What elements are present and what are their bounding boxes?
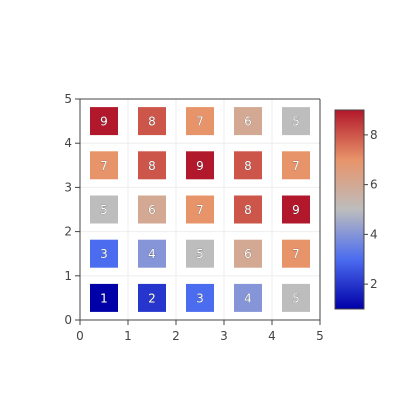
heatmap-cell	[234, 283, 262, 312]
cell-value-label: 9	[292, 203, 300, 217]
cell-value-label: 6	[244, 247, 252, 261]
heatmap-cell	[138, 107, 166, 136]
heatmap-cell	[138, 195, 166, 224]
heatmap-cell	[234, 151, 262, 180]
heatmap-cell	[186, 239, 214, 268]
y-tick-label: 3	[64, 180, 72, 194]
cell-value-label: 8	[244, 159, 252, 173]
cell-value-label: 7	[196, 115, 204, 129]
heatmap-cell	[186, 283, 214, 312]
cell-value-label: 8	[148, 159, 156, 173]
heatmap-cell	[90, 195, 118, 224]
cell-value-label: 2	[148, 291, 156, 305]
heatmap-cell	[234, 107, 262, 136]
heatmap-cell	[282, 283, 310, 312]
colorbar-tick-label: 6	[370, 178, 378, 192]
heatmap-cell	[282, 239, 310, 268]
heatmap-cell	[186, 151, 214, 180]
x-tick-label: 2	[172, 329, 180, 343]
heatmap-cell	[282, 107, 310, 136]
cell-value-label: 8	[244, 203, 252, 217]
colorbar	[334, 109, 365, 310]
heatmap-cell	[138, 151, 166, 180]
cell-value-label: 9	[196, 159, 204, 173]
heatmap-cell	[138, 283, 166, 312]
cell-value-label: 7	[196, 203, 204, 217]
y-tick-label: 0	[64, 313, 72, 327]
heatmap-cell	[282, 195, 310, 224]
cell-value-label: 5	[100, 203, 108, 217]
x-tick-label: 0	[76, 329, 84, 343]
heatmap-cell	[90, 151, 118, 180]
heatmap-cell	[90, 239, 118, 268]
cell-value-label: 4	[244, 291, 252, 305]
cell-value-label: 4	[148, 247, 156, 261]
cell-value-label: 7	[292, 159, 300, 173]
x-tick-label: 5	[316, 329, 324, 343]
cell-value-label: 1	[100, 291, 108, 305]
colorbar-tick-label: 8	[370, 128, 378, 142]
heatmap-cell	[90, 107, 118, 136]
heatmap-cell	[186, 107, 214, 136]
cell-value-label: 6	[148, 203, 156, 217]
heatmap-cell	[138, 239, 166, 268]
heatmap-cell	[186, 195, 214, 224]
y-tick-label: 4	[64, 136, 72, 150]
y-tick-label: 1	[64, 269, 72, 283]
heatmap-cell	[282, 151, 310, 180]
cell-value-label: 9	[100, 115, 108, 129]
y-tick-label: 2	[64, 225, 72, 239]
heatmap-cell	[234, 239, 262, 268]
cell-value-label: 5	[292, 115, 300, 129]
cell-value-label: 5	[292, 291, 300, 305]
colorbar-tick-label: 2	[370, 277, 378, 291]
cell-value-label: 3	[196, 291, 204, 305]
cell-value-label: 8	[148, 115, 156, 129]
heatmap-cell	[234, 195, 262, 224]
x-tick-label: 1	[124, 329, 132, 343]
colorbar-tick-label: 4	[370, 227, 378, 241]
cell-value-label: 3	[100, 247, 108, 261]
cell-value-label: 7	[100, 159, 108, 173]
cell-value-label: 5	[196, 247, 204, 261]
cell-value-label: 7	[292, 247, 300, 261]
heatmap-cell	[90, 283, 118, 312]
cell-value-label: 6	[244, 115, 252, 129]
y-tick-label: 5	[64, 92, 72, 106]
x-tick-label: 3	[220, 329, 228, 343]
x-tick-label: 4	[268, 329, 276, 343]
